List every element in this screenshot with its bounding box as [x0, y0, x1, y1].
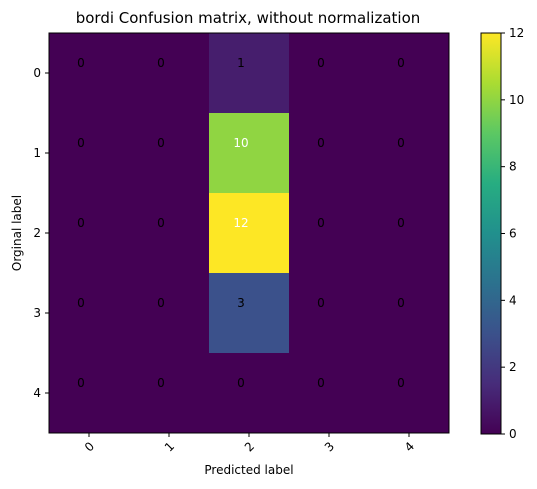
chart-title: bordi Confusion matrix, without normaliz…	[76, 9, 421, 27]
heatmap-grid: 0 0 1 0 00 0 10 0 00 0 12 0 00 0 3 0 00 0 0 0 0	[48, 32, 450, 434]
heatmap-cell	[209, 193, 289, 273]
cell-value-label: 0	[77, 136, 85, 150]
x-tick-label: 1	[162, 439, 177, 454]
x-axis-label: Predicted label	[204, 463, 293, 477]
heatmap-cell	[49, 273, 129, 353]
heatmap-cell	[369, 273, 449, 353]
cell-value-label: 0	[397, 136, 405, 150]
heatmap-cell	[49, 353, 129, 433]
y-tick-label: 2	[33, 226, 41, 240]
cell-value-label: 0	[397, 296, 405, 310]
heatmap-cell	[289, 33, 369, 113]
colorbar-tick-label: 6	[509, 227, 517, 241]
cell-value-label: 0	[317, 376, 325, 390]
heatmap-cell	[49, 193, 129, 273]
cell-value-label: 0	[397, 216, 405, 230]
heatmap-cell	[289, 273, 369, 353]
heatmap-cell	[369, 193, 449, 273]
cell-value-label: 10	[233, 136, 248, 150]
heatmap-cell	[289, 193, 369, 273]
heatmap-cell	[49, 33, 129, 113]
colorbar-tick-label: 0	[509, 427, 517, 441]
colorbar-tick-label: 12	[509, 26, 524, 40]
cell-value-label: 0	[77, 56, 85, 70]
heatmap-cell	[369, 353, 449, 433]
cell-value-label: 0	[317, 216, 325, 230]
x-tick-label: 4	[402, 439, 417, 454]
heatmap-cell	[129, 113, 209, 193]
cell-value-label: 0	[77, 296, 85, 310]
y-tick-label: 1	[33, 146, 41, 160]
y-axis-ticks: 0 1 2 3 4	[33, 66, 49, 400]
cell-value-label: 0	[317, 136, 325, 150]
colorbar-gradient	[480, 32, 502, 435]
cell-value-label: 0	[77, 376, 85, 390]
y-tick-label: 3	[33, 306, 41, 320]
heatmap-cell	[209, 273, 289, 353]
cell-value-label: 1	[237, 56, 245, 70]
heatmap-cell	[129, 353, 209, 433]
heatmap-cell	[209, 353, 289, 433]
heatmap-cell	[129, 193, 209, 273]
x-tick-label: 2	[242, 439, 257, 454]
y-tick-label: 4	[33, 386, 41, 400]
cell-value-label: 0	[317, 56, 325, 70]
cell-value-label: 0	[397, 376, 405, 390]
x-axis-ticks: 0 1 2 3 4	[82, 433, 417, 455]
heatmap-cell	[289, 113, 369, 193]
colorbar-tick-label: 8	[509, 160, 517, 174]
cell-value-label: 0	[157, 376, 165, 390]
heatmap-cell	[289, 353, 369, 433]
cell-value-label: 12	[233, 216, 248, 230]
cell-value-label: 0	[157, 216, 165, 230]
y-tick-label: 0	[33, 66, 41, 80]
x-tick-label: 0	[82, 439, 97, 454]
cell-value-label: 0	[157, 136, 165, 150]
colorbar: 0 2 4 6 8 10 12	[480, 26, 524, 441]
colorbar-tick-label: 10	[509, 93, 524, 107]
heatmap-cell	[209, 33, 289, 113]
cell-value-label: 0	[397, 56, 405, 70]
cell-value-label: 3	[237, 296, 245, 310]
cell-value-label: 0	[157, 296, 165, 310]
cell-value-label: 0	[157, 56, 165, 70]
colorbar-tick-label: 4	[509, 293, 517, 307]
heatmap-cell	[129, 273, 209, 353]
heatmap-cell	[369, 113, 449, 193]
colorbar-tick-label: 2	[509, 360, 517, 374]
heatmap-cell	[129, 33, 209, 113]
heatmap-cell	[49, 113, 129, 193]
heatmap-cell	[209, 113, 289, 193]
y-axis-label: Orginal label	[10, 195, 24, 271]
cell-value-label: 0	[237, 376, 245, 390]
heatmap-cell	[369, 33, 449, 113]
cell-value-label: 0	[317, 296, 325, 310]
cell-value-label: 0	[77, 216, 85, 230]
x-tick-label: 3	[322, 439, 337, 454]
